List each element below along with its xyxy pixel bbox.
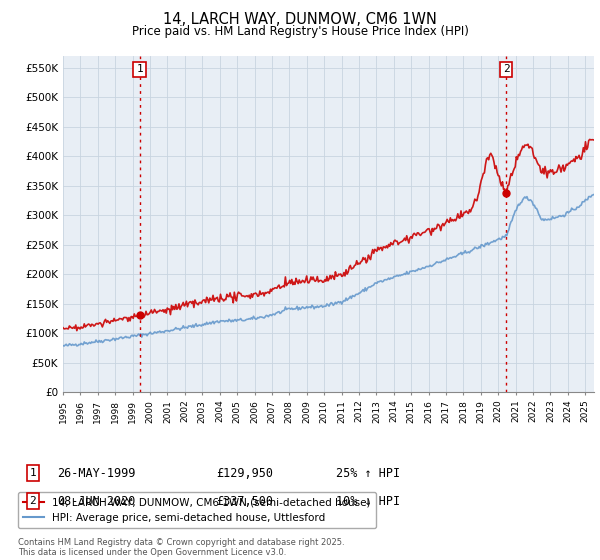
Legend: 14, LARCH WAY, DUNMOW, CM6 1WN (semi-detached house), HPI: Average price, semi-d: 14, LARCH WAY, DUNMOW, CM6 1WN (semi-det…	[18, 492, 376, 528]
Text: 08-JUN-2020: 08-JUN-2020	[57, 494, 136, 508]
Text: Contains HM Land Registry data © Crown copyright and database right 2025.
This d: Contains HM Land Registry data © Crown c…	[18, 538, 344, 557]
Text: £337,500: £337,500	[216, 494, 273, 508]
Text: 14, LARCH WAY, DUNMOW, CM6 1WN: 14, LARCH WAY, DUNMOW, CM6 1WN	[163, 12, 437, 27]
Text: Price paid vs. HM Land Registry's House Price Index (HPI): Price paid vs. HM Land Registry's House …	[131, 25, 469, 38]
Text: 25% ↑ HPI: 25% ↑ HPI	[336, 466, 400, 480]
Text: 10% ↓ HPI: 10% ↓ HPI	[336, 494, 400, 508]
Text: 26-MAY-1999: 26-MAY-1999	[57, 466, 136, 480]
Text: 2: 2	[29, 496, 37, 506]
Text: £129,950: £129,950	[216, 466, 273, 480]
Text: 2: 2	[503, 64, 509, 74]
Text: 1: 1	[29, 468, 37, 478]
Text: 1: 1	[136, 64, 143, 74]
